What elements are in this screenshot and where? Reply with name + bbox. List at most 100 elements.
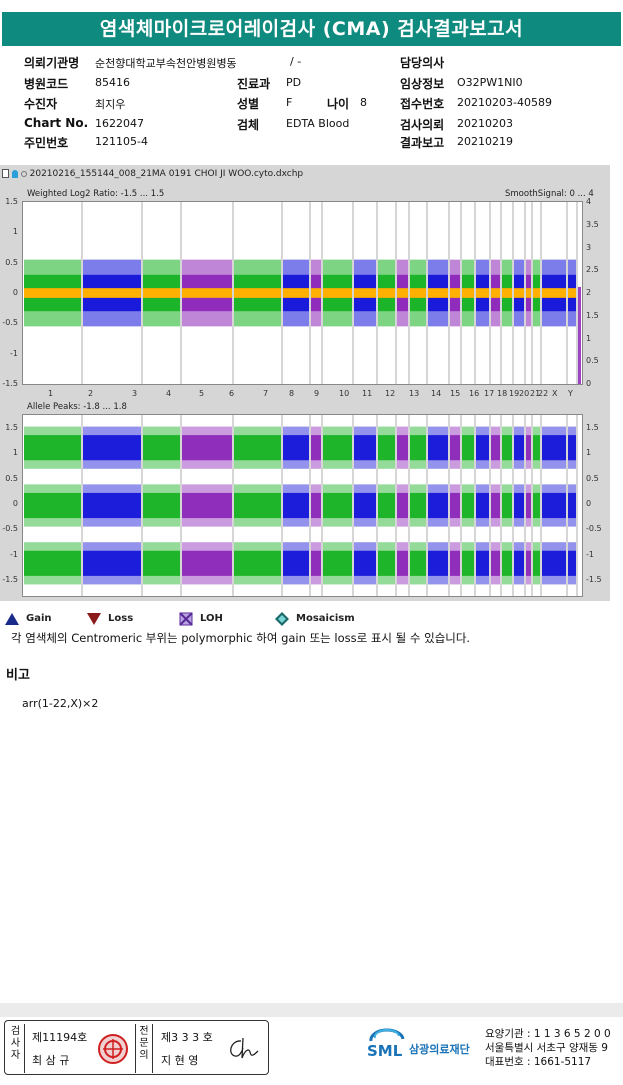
institution-value: 순천향대학교부속천안병원병동 (95, 57, 237, 70)
chrom-label-21: 21 (530, 389, 541, 398)
request-date-label: 검사의뢰 (400, 118, 445, 132)
specimen-value: EDTA Blood (286, 117, 350, 130)
plot-header: 20210216_155144_008_21MA 0191 CHOI JI WO… (2, 169, 303, 179)
chrom-19-log2-band (514, 259, 524, 327)
legend: Gain Loss LOH Mosaicism (4, 611, 604, 627)
chrom-12-log2-band (410, 259, 426, 327)
plot-filename: 20210216_155144_008_21MA 0191 CHOI JI WO… (29, 169, 304, 179)
chrom-label-12: 12 (385, 389, 396, 398)
top-right-tick: 0 (586, 379, 592, 388)
chrom-label-22: 22 (538, 389, 549, 398)
chrom-label-5: 5 (199, 389, 205, 398)
chrom-label-Y: Y (568, 389, 573, 398)
pin-icon[interactable] (11, 169, 18, 178)
chrom-7-log2-band (311, 259, 321, 327)
chrom-22-allele-band (542, 426, 566, 585)
legend-gain: Gain (4, 611, 74, 627)
report-date-value: 20210219 (457, 135, 513, 148)
top-right-tick: 3.5 (586, 219, 599, 229)
top-left-tick: 1 (12, 227, 18, 237)
physician-label: 전문의 (135, 1024, 153, 1073)
chrom-label-11: 11 (362, 389, 373, 398)
chrom-label-10: 10 (339, 389, 350, 398)
chrom-2-log2-band (83, 259, 141, 327)
remarks-title: 비고 (6, 668, 30, 683)
bottom-left-tick: 0 (12, 499, 18, 508)
chrom-19-allele-band (514, 426, 524, 585)
bottom-right-tick: -1 (586, 549, 594, 559)
department-value: PD (286, 76, 302, 89)
chrom-7-allele-band (311, 426, 321, 585)
top-right-tick: 4 (586, 197, 592, 206)
report-title: 염색체마이크로어레이검사 (CMA) 검사결과보고서 (2, 12, 621, 46)
top-right-tick: 0.5 (586, 356, 599, 366)
hospital-code-value: 85416 (95, 76, 130, 89)
chrom-1-allele-band (24, 426, 81, 585)
top-right-tick: 2 (586, 288, 592, 297)
allele-peaks-panel (22, 414, 583, 597)
address-line-1: 요양기관 : 1 1 3 6 5 2 0 0 (485, 1028, 611, 1040)
chrom-label-2: 2 (88, 389, 94, 398)
org-logo-text: SML (367, 1042, 403, 1060)
chrom-10-log2-band (378, 259, 395, 327)
file-icon[interactable] (2, 169, 9, 178)
chrom-8-allele-band (323, 426, 352, 585)
location-icon[interactable] (20, 170, 27, 177)
legend-loss: Loss (86, 611, 156, 627)
top-right-tick: 1 (586, 333, 592, 343)
chrom-9-allele-band (354, 426, 376, 585)
chrom-label-20: 20 (519, 389, 530, 398)
address-line-2: 서울특별시 서초구 양재동 9 (485, 1042, 608, 1054)
chrom-13-allele-band (428, 426, 448, 585)
chrom-1-log2-band (24, 259, 81, 327)
physician-name: 지 현 영 (161, 1054, 199, 1067)
chrom-3-log2-band (143, 259, 180, 327)
gain-triangle-icon (5, 613, 19, 625)
chrom-label-7: 7 (263, 389, 269, 398)
bottom-right-tick: 0 (586, 499, 592, 508)
chrom-2-allele-band (83, 426, 141, 585)
bottom-right-tick: 1.5 (586, 423, 599, 432)
chrom-17-log2-band (491, 259, 500, 327)
chrom-14-log2-band (450, 259, 460, 327)
legend-mosaicism: Mosaicism (274, 611, 384, 627)
chrom-4-allele-band (182, 426, 232, 585)
institution-extra: / - (290, 55, 302, 68)
chrom-5-allele-band (234, 426, 281, 585)
examiner-label: 검사자 (7, 1024, 25, 1073)
sex-value: F (286, 96, 293, 109)
chrom-label-1: 1 (48, 389, 54, 398)
top-panel-title: Weighted Log2 Ratio: -1.5 ... 1.5 (27, 189, 165, 199)
chart-no-value: 1622047 (95, 117, 144, 130)
org-address: 요양기관 : 1 1 3 6 5 2 0 0 서울특별시 서초구 양재동 9 대… (485, 1027, 623, 1069)
chrom-label-17: 17 (484, 389, 495, 398)
chrom-8-log2-band (323, 259, 352, 327)
organization-logo: SML 삼광의료재단 (365, 1027, 495, 1067)
loss-triangle-icon (87, 613, 101, 625)
report-date-label: 결과보고 (400, 136, 445, 150)
chrom-15-log2-band (462, 259, 474, 327)
chrom-label-4: 4 (166, 389, 172, 398)
chrom-21-allele-band (533, 426, 540, 585)
log2-ratio-panel (22, 201, 583, 385)
top-panel-right-title: SmoothSignal: 0 ... 4 (505, 189, 594, 199)
chrom-11-log2-band (397, 259, 408, 327)
footer: 검사자 제11194호 최 삼 규 전문의 제3 3 3 호 지 현 영 SML… (0, 1017, 623, 1085)
examiner-license-no: 제11194호 (32, 1031, 88, 1044)
top-left-tick: 1.5 (5, 197, 18, 206)
chrom-label-15: 15 (450, 389, 461, 398)
chrom-18-log2-band (502, 259, 512, 327)
physician-signature-icon (230, 1037, 259, 1059)
legend-loh: LOH (178, 611, 248, 627)
patient-value: 최지우 (95, 98, 126, 111)
bottom-left-tick: -1.5 (2, 575, 18, 584)
loh-cross-icon (179, 612, 193, 626)
clinical-info-label: 임상정보 (400, 77, 445, 91)
clinical-info-value: O32PW1NI0 (457, 76, 523, 89)
mosaicism-diamond-icon (275, 612, 289, 626)
chrom-18-allele-band (502, 426, 512, 585)
hospital-code-label: 병원코드 (24, 77, 69, 91)
chart-no-label: Chart No. (24, 116, 89, 130)
bottom-left-tick: 1.5 (5, 423, 18, 432)
physician-license-no: 제3 3 3 호 (161, 1031, 213, 1044)
